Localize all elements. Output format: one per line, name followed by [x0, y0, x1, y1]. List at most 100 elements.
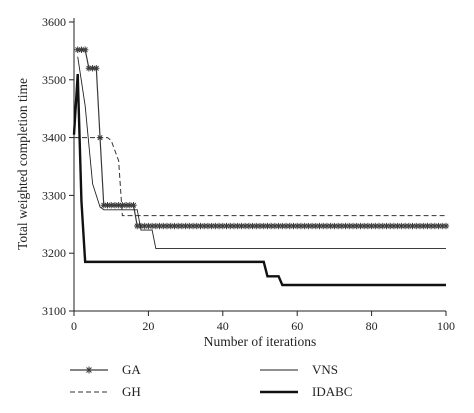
series-line-ga: [77, 49, 446, 227]
series-marker-ga: [253, 222, 260, 230]
series-marker-ga: [74, 46, 81, 53]
x-axis-label: Number of iterations: [204, 334, 316, 349]
series-marker-ga: [163, 222, 171, 230]
series-marker-ga: [137, 222, 145, 230]
series-marker-ga: [308, 222, 316, 230]
series-marker-ga: [215, 222, 223, 230]
series-line-vns: [77, 56, 446, 250]
series-marker-ga: [219, 222, 226, 230]
series-marker-ga: [126, 202, 133, 209]
x-tick-label: 80: [366, 319, 378, 333]
series-marker-ga: [167, 222, 174, 230]
series-line-gh: [74, 137, 446, 217]
series-marker-ga: [201, 222, 208, 230]
series-marker-ga: [189, 222, 197, 230]
series-marker-ga: [174, 222, 182, 230]
series-marker-ga: [413, 222, 420, 230]
series-marker-ga: [290, 222, 297, 230]
series-marker-ga: [297, 222, 305, 230]
legend-item-ga: GA: [70, 362, 141, 377]
series-marker-ga: [249, 222, 256, 230]
legend-item-idabc: IDABC: [260, 384, 352, 399]
series-marker-ga: [375, 222, 383, 230]
series-marker-ga: [178, 222, 186, 230]
series-marker-ga: [122, 202, 130, 209]
y-tick-label: 3500: [42, 73, 66, 87]
legend-label-vns: VNS: [312, 362, 338, 377]
series-marker-ga: [439, 222, 446, 230]
series-marker-ga: [435, 222, 442, 230]
series-idabc: [72, 73, 446, 287]
series-marker-ga: [271, 222, 279, 230]
series-ga: [74, 46, 450, 230]
series-marker-ga: [342, 222, 349, 230]
series-marker-ga: [145, 222, 152, 230]
series-marker-ga: [424, 222, 431, 230]
series-marker-ga: [119, 202, 126, 209]
series-marker-ga: [383, 222, 390, 230]
legend-label-ga: GA: [122, 362, 141, 377]
series-gh: [74, 137, 446, 217]
series-marker-ga: [360, 222, 368, 230]
series-marker-ga: [238, 222, 245, 230]
series-marker-ga: [405, 222, 412, 230]
series-vns: [77, 56, 446, 250]
series-marker-ga: [301, 222, 308, 230]
series-marker-ga: [409, 222, 416, 230]
series-marker-ga: [372, 222, 379, 230]
series-marker-ga: [186, 222, 193, 230]
y-tick-label: 3200: [42, 246, 66, 260]
series-marker-ga: [260, 222, 267, 230]
series-marker-ga: [338, 222, 346, 230]
series-marker-ga: [208, 222, 215, 230]
series-marker-ga: [353, 222, 360, 230]
series-marker-ga: [241, 222, 249, 230]
legend-marker-ga: [85, 366, 93, 374]
series-marker-ga: [234, 222, 241, 230]
series-marker-ga: [193, 222, 200, 230]
series-marker-ga: [427, 222, 435, 230]
series-marker-ga: [420, 222, 427, 230]
series-marker-ga: [85, 65, 93, 72]
series-marker-ga: [357, 222, 364, 230]
series-marker-ga: [227, 222, 234, 230]
series-marker-ga: [204, 222, 212, 230]
legend: GA VNS GH IDABC: [70, 362, 352, 399]
legend-label-idabc: IDABC: [312, 384, 352, 399]
y-tick-label: 3600: [42, 15, 66, 29]
x-tick-label: 20: [142, 319, 154, 333]
series-marker-ga: [160, 222, 167, 230]
y-tick-label: 3300: [42, 188, 66, 202]
series-marker-ga: [171, 222, 178, 230]
series-marker-ga: [327, 222, 334, 230]
series-marker-ga: [368, 222, 375, 230]
series-marker-ga: [230, 222, 238, 230]
series-marker-ga: [134, 222, 141, 230]
series-marker-ga: [108, 202, 115, 209]
series-marker-ga: [442, 222, 450, 230]
series-marker-ga: [331, 222, 338, 230]
chart-series: [72, 46, 450, 287]
series-marker-ga: [275, 222, 282, 230]
series-marker-ga: [320, 222, 327, 230]
series-marker-ga: [364, 222, 372, 230]
y-tick-label: 3400: [42, 131, 66, 145]
series-marker-ga: [294, 222, 301, 230]
series-marker-ga: [212, 222, 219, 230]
series-marker-ga: [267, 222, 275, 230]
series-marker-ga: [115, 202, 122, 209]
series-marker-ga: [305, 222, 312, 230]
series-marker-ga: [111, 202, 119, 209]
series-marker-ga: [256, 222, 264, 230]
legend-label-gh: GH: [122, 384, 141, 399]
series-marker-ga: [394, 222, 401, 230]
series-marker-ga: [182, 222, 189, 230]
series-marker-ga: [349, 222, 357, 230]
x-tick-label: 40: [217, 319, 229, 333]
series-marker-ga: [245, 222, 253, 230]
series-marker-ga: [398, 222, 405, 230]
series-marker-ga: [431, 222, 439, 230]
legend-item-gh: GH: [70, 384, 141, 399]
series-marker-ga: [104, 202, 111, 209]
